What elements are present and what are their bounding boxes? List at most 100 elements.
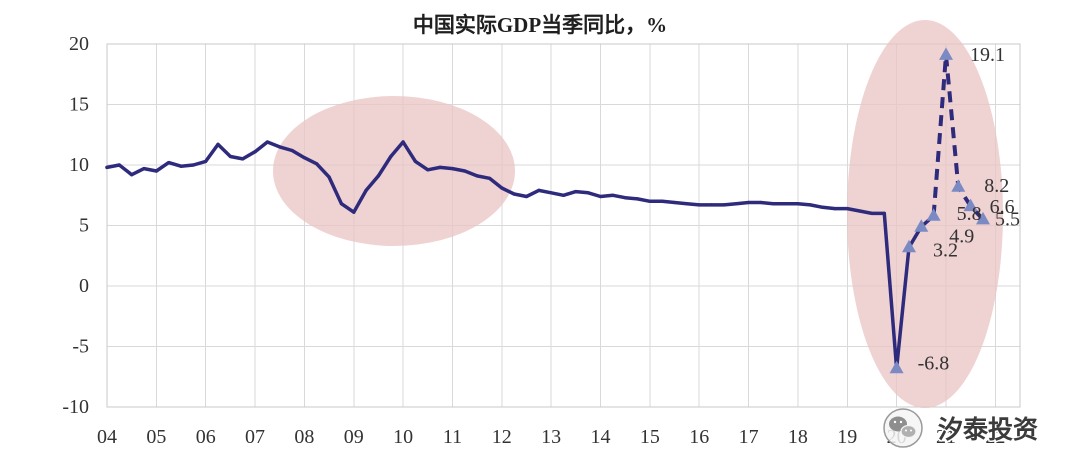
- data-point: [759, 200, 763, 205]
- y-tick-label: -5: [72, 336, 89, 358]
- data-point: [574, 190, 578, 194]
- data-point: [154, 169, 158, 173]
- data-point: [771, 202, 775, 206]
- data-point: [660, 199, 664, 203]
- data-point: [611, 193, 615, 197]
- data-point: [549, 191, 553, 195]
- data-point: [339, 202, 343, 206]
- data-point: [389, 154, 393, 159]
- x-tick-label: 10: [393, 426, 413, 448]
- data-point: [413, 159, 417, 163]
- x-tick-label: 05: [146, 426, 166, 448]
- y-tick-label: 20: [69, 33, 89, 55]
- data-label: 4.9: [949, 226, 974, 248]
- highlight-ellipse-2008-2010: [273, 96, 515, 246]
- data-point: [426, 168, 430, 172]
- data-point: [524, 194, 529, 199]
- data-point: [858, 209, 862, 213]
- wechat-eye: [893, 420, 897, 424]
- triangle-marker: [914, 219, 929, 232]
- x-tick-label: 15: [640, 426, 660, 448]
- data-point: [500, 186, 504, 190]
- data-point: [623, 196, 627, 200]
- x-tick-label: 13: [541, 426, 561, 448]
- data-point: [870, 211, 874, 215]
- x-tick-label: 09: [344, 426, 364, 448]
- wechat-bubble-small: [900, 424, 917, 439]
- data-point: [376, 174, 380, 178]
- x-tick-label: 21: [936, 426, 956, 448]
- data-label: 8.2: [984, 175, 1009, 197]
- x-tick-label: 04: [97, 426, 117, 448]
- data-point: [672, 200, 677, 205]
- data-label: 19.1: [970, 44, 1005, 66]
- data-point: [364, 188, 368, 192]
- wechat-logo-icon: [883, 408, 923, 448]
- x-tick-label: 08: [294, 426, 314, 448]
- y-tick-label: 5: [79, 215, 89, 237]
- x-tick-label: 11: [443, 426, 462, 448]
- y-tick-label: 15: [69, 94, 89, 116]
- x-tick-label: 07: [245, 426, 265, 448]
- data-point: [685, 202, 689, 206]
- watermark-text: 汐泰投资: [938, 415, 1038, 444]
- x-tick-label: 12: [492, 426, 512, 448]
- data-point: [734, 202, 738, 206]
- y-tick-label: -10: [62, 396, 89, 418]
- triangle-marker: [926, 208, 941, 221]
- data-point: [117, 163, 121, 167]
- x-tick-label: 19: [837, 426, 857, 448]
- triangle-marker: [902, 239, 916, 253]
- data-label: -6.8: [918, 352, 950, 374]
- data-point: [204, 159, 208, 163]
- data-point: [142, 167, 146, 171]
- triangle-marker: [939, 47, 953, 60]
- wechat-eye: [899, 420, 903, 424]
- x-tick-label: 06: [196, 426, 216, 448]
- data-point: [512, 192, 516, 196]
- data-point: [796, 202, 800, 206]
- data-point: [648, 199, 652, 203]
- data-point: [882, 211, 886, 215]
- data-point: [821, 205, 825, 209]
- data-point: [710, 203, 714, 207]
- data-point: [833, 207, 837, 211]
- data-point: [302, 156, 306, 160]
- data-point: [635, 197, 640, 201]
- data-point: [598, 194, 603, 199]
- data-point: [241, 157, 245, 161]
- watermark: 汐泰投资: [883, 408, 1040, 448]
- data-point: [191, 163, 195, 167]
- data-point: [278, 145, 282, 149]
- data-point: [784, 202, 788, 206]
- triangle-markers: [889, 47, 990, 374]
- x-tick-label: 22: [985, 426, 1005, 448]
- x-tick-label: 17: [739, 426, 759, 448]
- data-point: [475, 174, 479, 178]
- data-point: [179, 164, 183, 168]
- data-point: [487, 176, 492, 180]
- triangle-marker: [951, 179, 966, 192]
- x-tick-label: 16: [689, 426, 709, 448]
- data-point: [130, 173, 134, 177]
- data-point: [228, 154, 232, 159]
- x-tick-label: 14: [591, 426, 611, 448]
- wechat-eye: [910, 429, 912, 432]
- x-tick-label: 18: [788, 426, 808, 448]
- data-point: [561, 193, 566, 197]
- triangle-marker: [976, 211, 990, 225]
- y-tick-label: 0: [79, 275, 89, 297]
- data-point: [537, 188, 541, 192]
- data-point: [722, 203, 726, 207]
- series-line-solid: [105, 140, 936, 371]
- data-label: 6.6: [990, 196, 1015, 218]
- highlight-annotations: [273, 20, 1003, 408]
- data-point: [352, 210, 356, 214]
- data-labels: -6.8 3.24.95.8 19.1 8.26.65.5: [918, 44, 1020, 374]
- highlight-ellipse-2020-2021: [847, 20, 1003, 408]
- data-point: [253, 150, 257, 154]
- chart-title: 中国实际GDP当季同比，%: [413, 13, 667, 37]
- data-point: [697, 203, 701, 207]
- data-point: [265, 140, 269, 144]
